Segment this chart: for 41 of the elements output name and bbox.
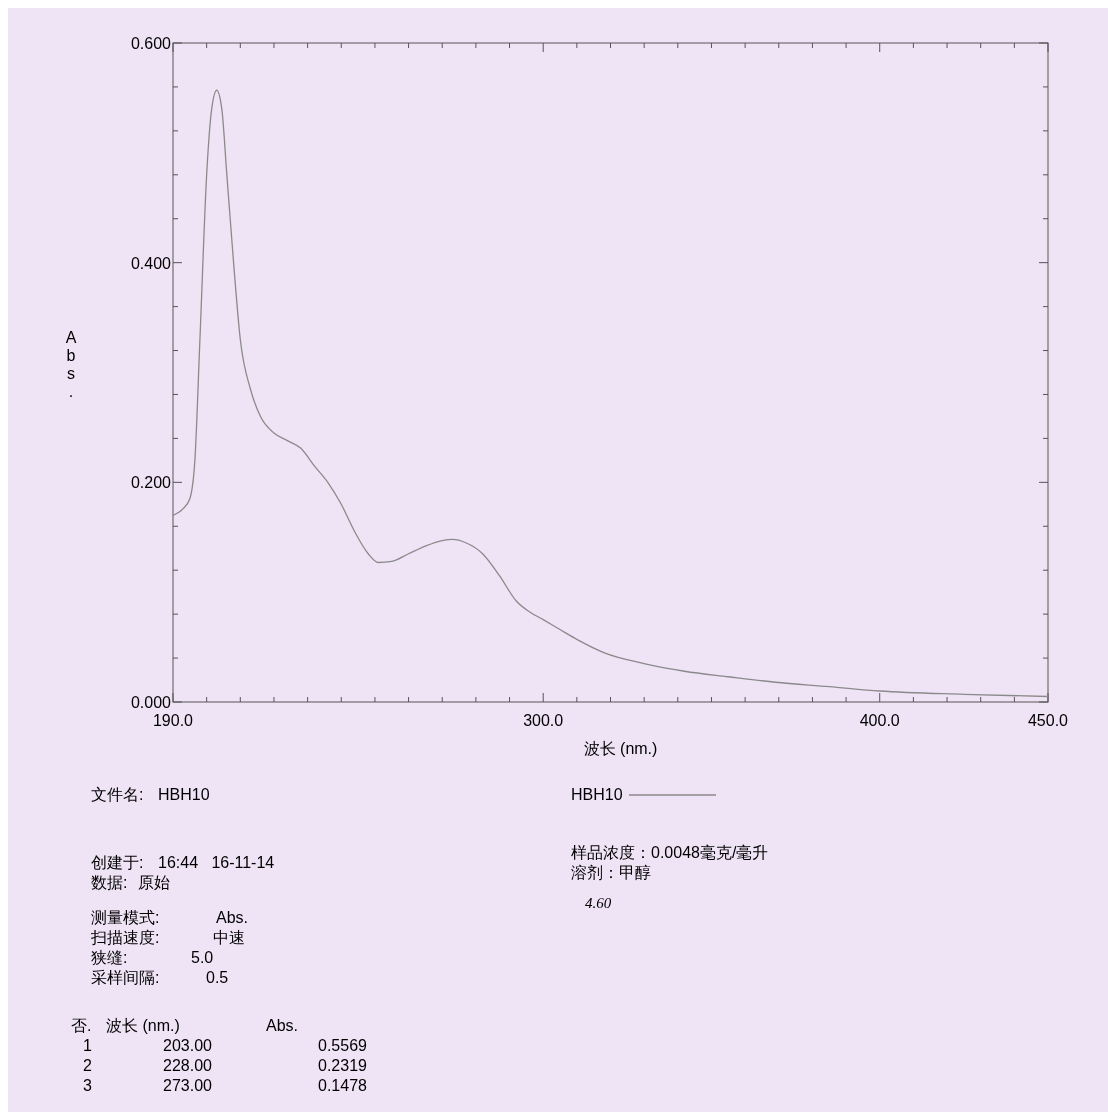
text: 16:44 16-11-14 — [158, 854, 275, 871]
text: 中速 — [213, 929, 245, 946]
text: 原始 — [138, 874, 170, 891]
x-tick-label: 300.0 — [523, 712, 564, 729]
y-axis-title: Abs. — [65, 329, 77, 400]
y-tick-label: 0.600 — [130, 35, 172, 52]
text: 1 — [83, 1037, 92, 1054]
y-tick-label: 0.200 — [130, 474, 172, 492]
text: 狭缝: — [91, 949, 128, 966]
text: 0.5569 — [318, 1037, 368, 1054]
text: 273.00 — [163, 1077, 213, 1094]
text: 228.00 — [163, 1057, 213, 1074]
x-tick-label: 400.0 — [859, 712, 900, 729]
text: 0.5 — [206, 969, 229, 986]
text: 溶剂：甲醇 — [571, 864, 651, 881]
text: 3 — [83, 1077, 92, 1094]
text: HBH10 — [158, 786, 210, 803]
text: 0.1478 — [318, 1077, 368, 1094]
text: 0.2319 — [318, 1057, 368, 1074]
text: 否. — [71, 1017, 92, 1034]
text: 样品浓度：0.0048毫克/毫升 — [571, 844, 769, 861]
text: 4.60 — [585, 895, 612, 911]
x-tick-label: 450.0 — [1027, 712, 1069, 729]
line-series — [172, 89, 1049, 698]
text: 数据: — [91, 874, 128, 891]
x-axis-title: 波长 (nm.) — [583, 740, 658, 757]
text: Abs. — [216, 909, 249, 926]
text: 文件名: — [91, 786, 144, 803]
text: 测量模式: — [91, 909, 160, 926]
text: 2 — [83, 1057, 92, 1074]
y-tick-label: 0.000 — [130, 694, 172, 711]
text: 波长 (nm.) — [106, 1017, 180, 1034]
text: 扫描速度: — [90, 929, 160, 946]
text: 5.0 — [191, 949, 214, 966]
text: HBH10 — [571, 786, 623, 803]
text: 创建于: — [91, 854, 144, 871]
text: 采样间隔: — [91, 969, 160, 986]
x-tick-label: 190.0 — [152, 712, 194, 729]
text: Abs. — [266, 1017, 299, 1034]
text: 203.00 — [163, 1037, 213, 1054]
y-tick-label: 0.400 — [130, 254, 172, 272]
